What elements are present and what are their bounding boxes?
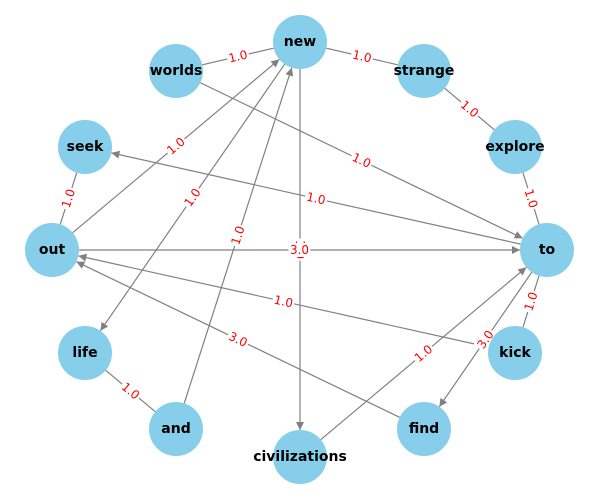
edge-weight-label: 1.0 (228, 224, 247, 246)
node-label: find (409, 421, 439, 437)
edge-label-background (180, 184, 205, 211)
node-circle (273, 430, 327, 484)
edge-label-out-to: 3.0 (288, 243, 311, 257)
edge-weight-label: 1.0 (273, 293, 295, 311)
nodes-layer: new strange explore to kick find civilizations… (25, 15, 574, 484)
node-label: new (284, 34, 316, 50)
node-new: new (273, 15, 327, 69)
edge-weight-label: 1.0 (521, 187, 540, 209)
edge-label-background (456, 96, 483, 122)
node-circle (488, 326, 542, 380)
edge-labels-layer: 1.0 1.0 1.0 1.0 1.0 1.0 1.0 1.0 1.0 1.0 1.0 3.0 1.0 3… (58, 47, 541, 404)
node-civilizations: civilizations (253, 430, 347, 484)
node-circle (397, 44, 451, 98)
edge-label-worlds-to: 1.0 (348, 149, 375, 172)
edge-label-background (225, 328, 251, 351)
node-worlds: worlds (149, 44, 203, 98)
node-label: civilizations (253, 449, 347, 465)
node-label: kick (499, 345, 531, 361)
edge-label-and-new: 1.0 (227, 222, 249, 249)
edge-label-background (348, 149, 375, 172)
edge-label-background (349, 47, 375, 66)
node-label: worlds (150, 63, 203, 79)
edge-label-background (227, 222, 249, 249)
node-label: life (72, 345, 97, 361)
node-circle (25, 223, 79, 277)
edge-label-background (303, 189, 329, 208)
node-label: seek (67, 139, 104, 155)
edge-label-find-out: 3.0 (225, 328, 251, 351)
edge-label-to-kick: 1.0 (521, 288, 541, 315)
edge-label-to-seek: 1.0 (303, 189, 329, 208)
edge-label-background (117, 378, 144, 404)
edge-label-new-strange: 1.0 (349, 47, 375, 66)
edge-weight-label: 1.0 (227, 48, 249, 66)
edge-label-seek-out: 1.0 (58, 185, 79, 212)
edge-weight-label: 1.0 (119, 380, 143, 403)
edge-label-background (473, 326, 498, 353)
node-label: out (39, 242, 66, 258)
node-life: life (58, 326, 112, 380)
node-circle (273, 15, 327, 69)
node-circle (58, 120, 112, 174)
edge-label-kick-out: 1.0 (271, 292, 296, 311)
node-strange: strange (394, 44, 455, 98)
node-label: explore (485, 139, 544, 155)
edge-weight-label: 1.0 (164, 135, 188, 158)
node-explore: explore (485, 120, 545, 174)
edge-label-new-life: 1.0 (180, 184, 205, 211)
edge-weight-label: 1.0 (521, 290, 540, 312)
node-circle (58, 326, 112, 380)
edge-weight-label: 1.0 (412, 342, 436, 365)
edge-weight-label: 1.0 (305, 190, 327, 208)
node-circle (520, 223, 574, 277)
node-out: out (25, 223, 79, 277)
edge-weight-label: 1.0 (351, 48, 373, 66)
edge-label-background (521, 185, 541, 212)
edge-label-background (410, 341, 437, 366)
node-circle (149, 402, 203, 456)
edge-label-life-and: 1.0 (117, 378, 144, 404)
node-label: and (161, 421, 190, 437)
edge-label-background (225, 47, 251, 66)
edge-label-civilizations-to: 1.0 (410, 341, 437, 366)
node-find: find (397, 402, 451, 456)
edge-label-background (288, 243, 311, 257)
edge-label-strange-explore: 1.0 (456, 96, 483, 122)
edge-weight-label: 1.0 (59, 187, 78, 209)
node-and: and (149, 402, 203, 456)
edge-label-background (163, 133, 189, 159)
node-label: to (539, 242, 556, 258)
node-kick: kick (488, 326, 542, 380)
node-circle (397, 402, 451, 456)
node-seek: seek (58, 120, 112, 174)
edge-label-background (271, 292, 296, 311)
edge-label-background (58, 185, 79, 212)
edge-label-out-new: 1.0 (163, 133, 189, 159)
edge-weight-label: 1.0 (458, 98, 482, 121)
edge-label-explore-to: 1.0 (521, 185, 541, 212)
edge-label-worlds-new: 1.0 (225, 47, 251, 66)
node-label: strange (394, 63, 455, 79)
node-circle (149, 44, 203, 98)
node-circle (488, 120, 542, 174)
edge-label-background (521, 288, 541, 315)
node-to: to (520, 223, 574, 277)
edge-weight-label: 1.0 (181, 186, 203, 210)
edge-weight-label: 3.0 (290, 243, 309, 257)
